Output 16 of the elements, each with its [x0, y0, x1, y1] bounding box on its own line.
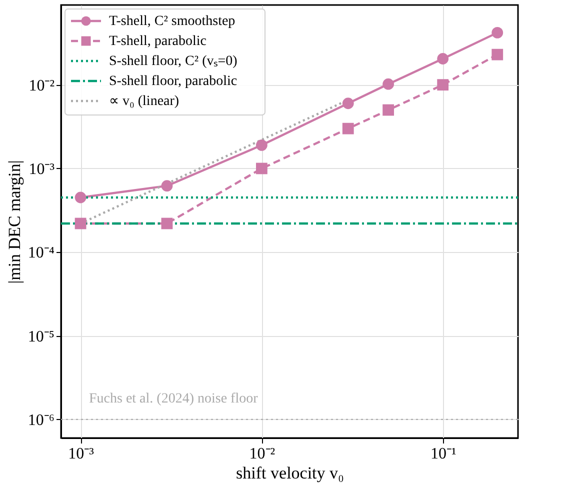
legend-label: S-shell floor, parabolic — [109, 74, 238, 89]
y-tick-label: 10⁻² — [28, 77, 55, 94]
ref-line-label: Fuchs et al. (2024) noise floor — [89, 391, 258, 406]
legend-label: T-shell, parabolic — [109, 34, 206, 49]
y-tick-label: 10⁻³ — [28, 160, 55, 178]
y-axis-title: |min DEC margin| — [4, 160, 24, 284]
y-tick-label: 10⁻⁴ — [28, 244, 55, 262]
x-tick-label: 10⁻³ — [68, 446, 94, 462]
x-tick-label: 10⁻² — [249, 446, 276, 462]
x-tick-label: 10⁻¹ — [430, 446, 456, 462]
legend-label: S-shell floor, C² (vₛ=0) — [109, 54, 238, 69]
legend-label: ∝ v₀ (linear) — [109, 94, 180, 109]
y-tick-label: 10⁻⁶ — [28, 412, 54, 429]
y-tick-label: 10⁻⁵ — [28, 328, 54, 346]
x-axis-title: shift velocity v₀ — [236, 464, 344, 482]
legend-label: T-shell, C² smoothstep — [109, 14, 236, 29]
